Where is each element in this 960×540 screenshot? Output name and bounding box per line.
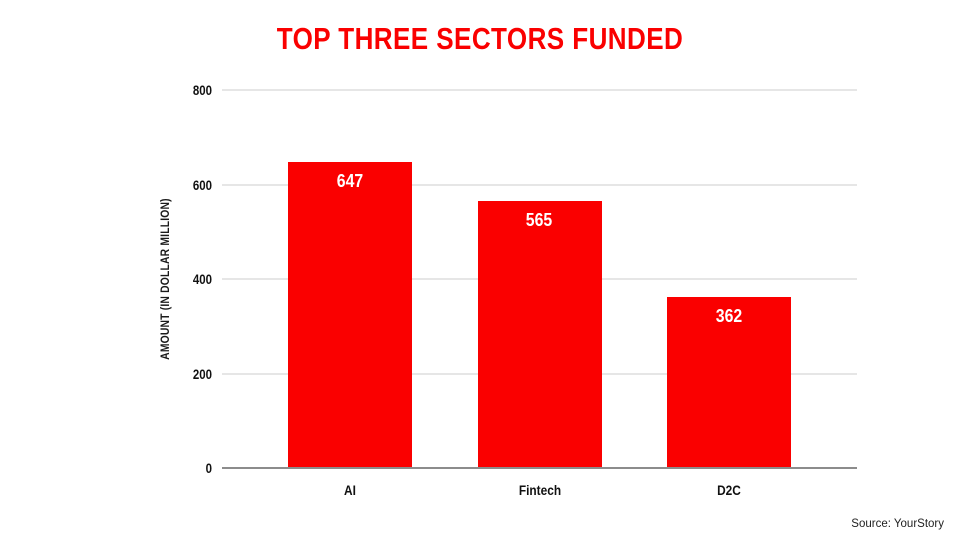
x-category-label-ai: AI (343, 483, 356, 498)
gridline-600 (222, 183, 857, 186)
y-axis-title: AMOUNT (IN DOLLAR MILLION) (160, 198, 172, 360)
bar-value-label-fintech: 565 (526, 210, 553, 230)
bar-d2c: 362 D2C (667, 297, 792, 498)
gridline-800 (222, 89, 857, 91)
bar-value-label-d2c: 362 (716, 306, 743, 326)
y-tick-label-0: 0 (205, 461, 212, 476)
y-tick-label-800: 800 (192, 83, 212, 98)
plot-area: 647 AI 565 Fintech 362 D2C 0 200 400 600 800 (193, 83, 857, 498)
bar-fintech: 565 Fintech (477, 201, 602, 498)
y-tick-label-600: 600 (192, 177, 212, 193)
bar-value-label-ai: 647 (336, 171, 363, 191)
bar-ai: 647 AI (287, 162, 412, 498)
y-tick-label-200: 200 (192, 366, 212, 382)
source-note: Source: YourStory (851, 518, 944, 530)
x-axis-baseline (222, 467, 857, 469)
x-category-label-d2c: D2C (717, 483, 742, 498)
x-category-label-fintech: Fintech (518, 483, 561, 498)
y-tick-label-400: 400 (192, 272, 212, 287)
bars-row: 647 AI 565 Fintech 362 D2C (222, 90, 857, 498)
chart-title: TOP THREE SECTORS FUNDED (276, 21, 684, 56)
